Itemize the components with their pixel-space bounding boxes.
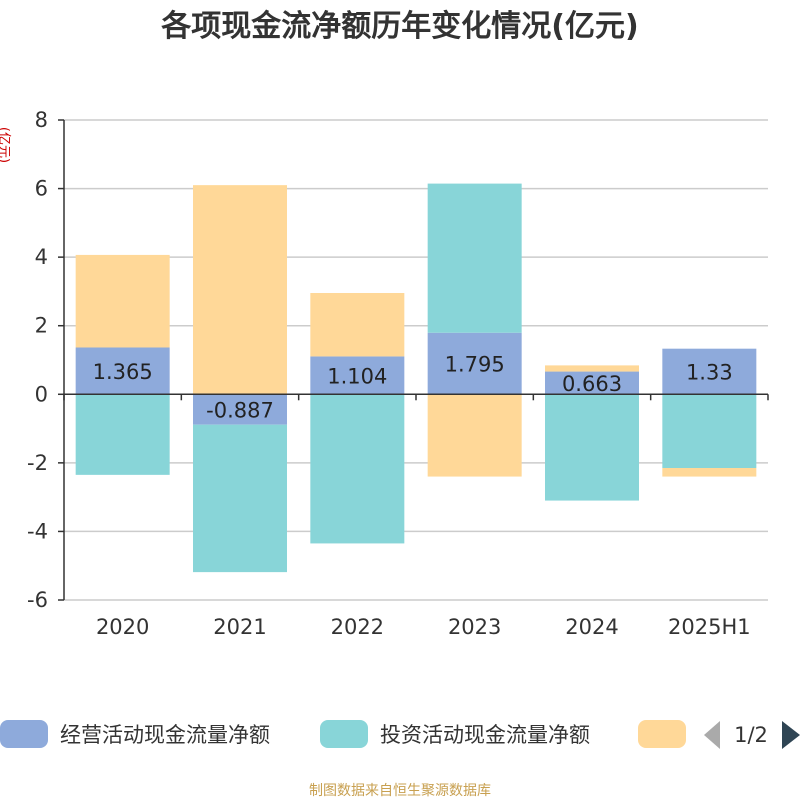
y-tick-label: 0 — [35, 382, 48, 406]
bar-s0-2021 — [193, 394, 287, 425]
bar-s1-2025H1 — [662, 394, 757, 468]
data-label: 1.795 — [445, 353, 505, 377]
chart-title: 各项现金流净额历年变化情况(亿元) — [160, 9, 638, 44]
bar-s2-2020 — [75, 254, 170, 348]
bar-s2-2025H1 — [662, 468, 757, 477]
y-tick-label: 4 — [35, 245, 48, 269]
x-tick-label: 2020 — [96, 615, 149, 639]
y-tick-label: 6 — [35, 177, 48, 201]
x-tick-label: 2023 — [448, 615, 501, 639]
legend-next-page-icon[interactable] — [782, 721, 800, 749]
source-note: 制图数据来自恒生聚源数据库 — [309, 783, 491, 799]
bar-s0-2022 — [310, 356, 405, 395]
data-label: 1.365 — [93, 360, 153, 384]
y-tick-label: -2 — [27, 451, 48, 475]
data-label: -0.887 — [206, 398, 274, 422]
data-label: 0.663 — [562, 372, 622, 396]
bar-s2-2023 — [427, 394, 522, 477]
legend-label-1[interactable]: 投资活动现金流量净额 — [380, 723, 590, 747]
legend-page-indicator: 1/2 — [734, 723, 768, 747]
y-tick-label: 8 — [35, 108, 48, 132]
bar-s0-2020 — [75, 347, 170, 395]
data-label: 1.33 — [686, 360, 733, 384]
axes: -6 -4 -2 0 2 4 6 8 2020 2021 2022 2023 2024 2025H1 — [27, 108, 769, 639]
legend-swatch-1[interactable] — [320, 720, 368, 748]
data-label: 1.104 — [327, 364, 387, 388]
legend-prev-page-icon[interactable] — [704, 721, 720, 749]
bar-s2-2024 — [545, 365, 639, 372]
gridlines — [64, 119, 768, 601]
legend-label-0[interactable]: 经营活动现金流量净额 — [60, 723, 270, 747]
bar-s1-2020 — [75, 394, 170, 475]
legend: 经营活动现金流量净额 投资活动现金流量净额 1/2 — [0, 720, 800, 749]
bar-s2-2022 — [310, 293, 405, 357]
data-labels: 1.365 -0.887 1.104 1.795 0.663 1.33 — [93, 353, 733, 423]
bar-s0-2025H1 — [662, 348, 757, 395]
y-tick-label: -4 — [27, 519, 48, 543]
bar-s1-2023 — [427, 183, 522, 333]
legend-swatch-0[interactable] — [0, 720, 48, 748]
bars-layer — [75, 183, 757, 573]
y-tick-label: -6 — [27, 588, 48, 612]
bar-s0-2024 — [545, 371, 639, 395]
bar-s2-2021 — [193, 185, 287, 395]
x-tick-label: 2022 — [331, 615, 384, 639]
x-tick-label: 2024 — [565, 615, 618, 639]
y-tick-label: 2 — [35, 314, 48, 338]
bar-s1-2022 — [310, 394, 405, 544]
legend-swatch-2[interactable] — [638, 720, 686, 748]
bar-s1-2024 — [545, 394, 639, 501]
y-axis-label: (亿元) — [0, 127, 11, 163]
x-tick-label: 2025H1 — [668, 615, 751, 639]
x-tick-label: 2021 — [213, 615, 266, 639]
bar-s0-2023 — [427, 332, 522, 395]
bar-s1-2021 — [193, 424, 287, 573]
